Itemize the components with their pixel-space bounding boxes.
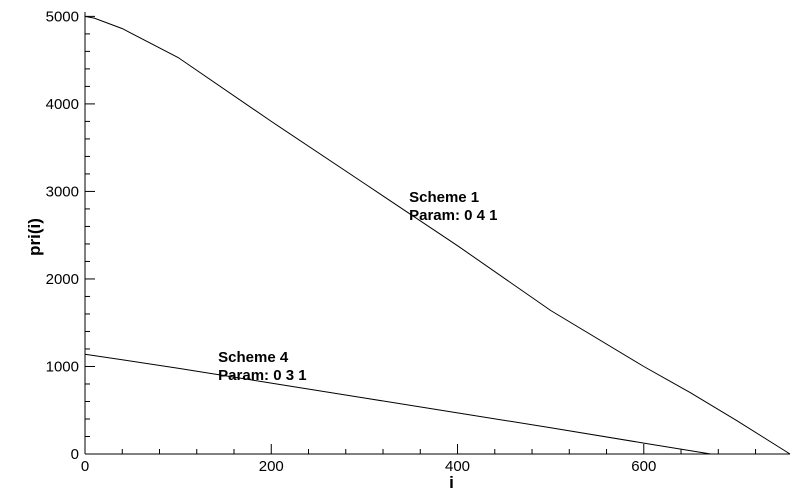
- y-tick-label: 0: [71, 446, 79, 463]
- y-tick-label: 2000: [46, 271, 79, 288]
- annotation-line: Scheme 1: [409, 189, 479, 206]
- annotation-layer: Scheme 1 Param: 0 4 1 Scheme 4 Param: 0 3 1: [218, 189, 497, 384]
- x-tick-label: 200: [259, 458, 284, 475]
- x-axis-title: i: [449, 473, 454, 492]
- y-tick-label: 3000: [46, 183, 79, 200]
- annotation-line: Scheme 4: [218, 349, 289, 366]
- y-axis-title: pri(i): [25, 218, 44, 256]
- x-axis-ticks: 0 200 400 600: [81, 444, 757, 475]
- x-tick-label: 600: [631, 458, 656, 475]
- series-line-2: [84, 353, 711, 455]
- series-annotation-1: Scheme 1 Param: 0 4 1: [409, 189, 497, 224]
- y-tick-label: 1000: [46, 358, 79, 375]
- plot-frame: [84, 12, 790, 455]
- y-tick-label: 5000: [46, 8, 79, 25]
- y-axis-ticks: 0 1000 2000 3000 4000 5000: [46, 8, 95, 463]
- x-tick-label: 0: [81, 458, 89, 475]
- series-layer: [84, 15, 791, 455]
- annotation-line: Param: 0 4 1: [409, 207, 497, 224]
- y-tick-label: 4000: [46, 96, 79, 113]
- x-tick-label: 400: [445, 458, 470, 475]
- series-annotation-2: Scheme 4 Param: 0 3 1: [218, 349, 306, 384]
- series-line-1: [84, 15, 791, 455]
- annotation-line: Param: 0 3 1: [218, 367, 306, 384]
